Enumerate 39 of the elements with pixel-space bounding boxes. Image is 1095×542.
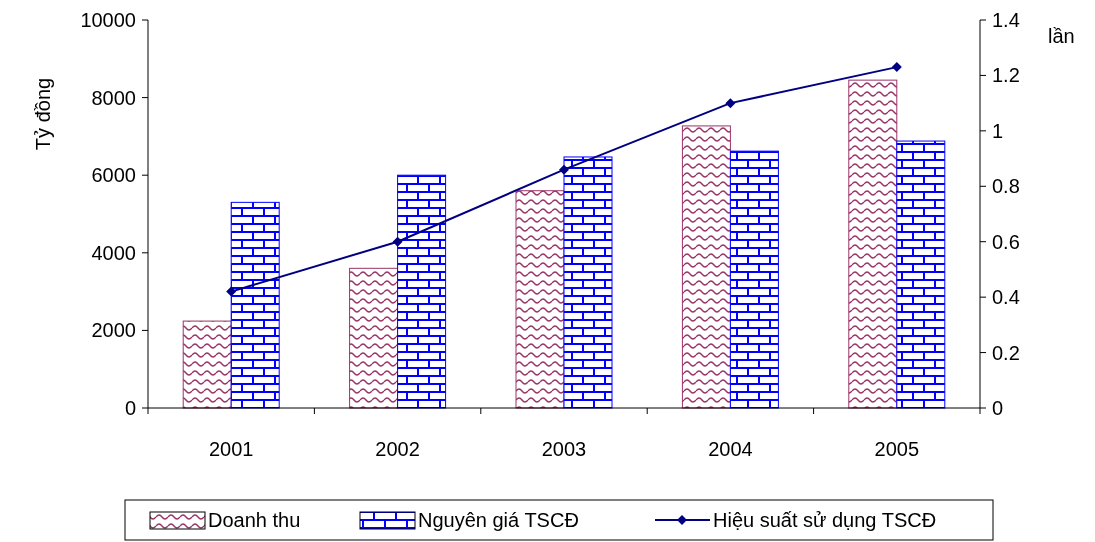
bar [349, 267, 399, 409]
x-tick-label: 2005 [874, 438, 920, 460]
bar [563, 156, 613, 409]
y-axis-title: Tỷ đồng [32, 77, 54, 151]
y2-tick-label: 0.6 [992, 230, 1020, 253]
y2-tick-label: 1.4 [992, 9, 1020, 31]
y2-tick-label: 0.2 [992, 341, 1020, 364]
bar [515, 190, 565, 409]
bar [729, 150, 779, 409]
x-tick-label: 2001 [208, 438, 254, 460]
y-tick-label: 8000 [91, 86, 136, 109]
y2-axis-title: lần [1048, 25, 1075, 47]
y-tick-label: 10000 [80, 9, 136, 31]
y2-tick-label: 0.8 [992, 175, 1020, 198]
point [725, 98, 736, 109]
point [392, 236, 403, 247]
bar [182, 320, 232, 409]
bar [896, 140, 946, 409]
point [226, 286, 237, 297]
y2-tick-label: 1.2 [992, 64, 1020, 87]
y2-tick-label: 0.4 [992, 286, 1020, 309]
x-tick-label: 2003 [541, 438, 587, 460]
y2-tick-label: 1 [992, 119, 1004, 142]
bar [230, 201, 280, 409]
y2-tick-label: 0 [992, 397, 1004, 419]
bar [681, 125, 731, 409]
legend-label: Nguyên giá TSCĐ [418, 509, 579, 531]
bar [848, 79, 898, 409]
legend-label: Doanh thu [208, 509, 301, 531]
x-tick-label: 2002 [375, 438, 420, 460]
legend-label: Hiệu suất sử dụng TSCĐ [713, 509, 937, 531]
point [559, 164, 569, 175]
y-tick-label: 6000 [91, 164, 136, 187]
point [891, 62, 902, 73]
x-tick-label: 2004 [708, 438, 753, 460]
y-tick-label: 0 [124, 397, 136, 419]
y-tick-label: 4000 [91, 241, 136, 264]
bar [397, 174, 447, 409]
y-tick-label: 2000 [91, 319, 136, 342]
